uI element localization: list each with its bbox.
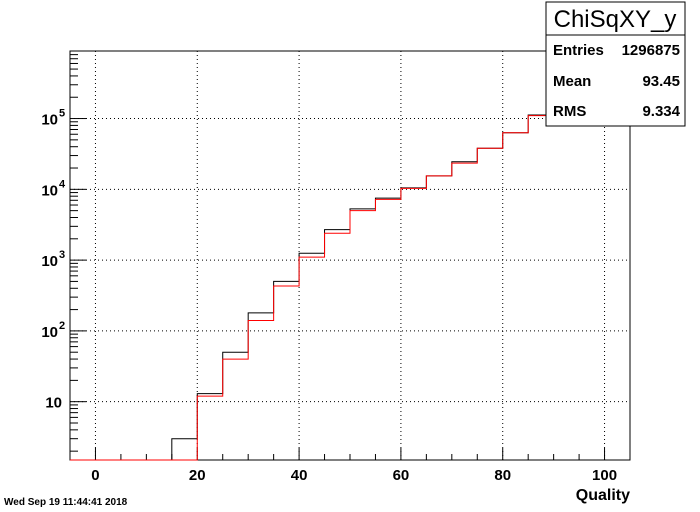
x-tick-label: 20 [189,467,206,484]
x-tick-label: 40 [291,467,308,484]
stats-mean-value: 93.45 [642,73,680,90]
timestamp: Wed Sep 19 11:44:41 2018 [4,497,128,508]
stats-entries-value: 1296875 [622,42,680,59]
histogram-series-red [70,69,630,461]
y-tick-label: 10 [41,182,58,199]
y-tick-label-exponent: 4 [59,178,66,190]
stats-box-title: ChiSqXY_y [554,6,677,33]
x-tick-label: 0 [91,467,99,484]
x-tick-label: 100 [592,467,617,484]
y-tick-label: 10 [41,324,58,341]
stats-rms-label: RMS [553,103,586,120]
y-tick-label: 10 [41,112,58,129]
stats-mean-label: Mean [553,73,591,90]
stats-entries-label: Entries [553,42,604,59]
grid-lines [70,51,630,460]
x-tick-label: 80 [494,467,511,484]
x-axis-title: Quality [576,487,630,504]
y-tick-label-exponent: 2 [59,320,65,332]
y-tick-label: 10 [45,395,62,412]
y-tick-label-exponent: 3 [59,249,65,261]
x-tick-label: 60 [393,467,410,484]
stats-box: ChiSqXY_y Entries 1296875 Mean 93.45 RMS… [545,1,686,127]
histogram-series [70,69,630,461]
y-tick-label: 10 [41,253,58,270]
stats-box-frame [545,1,686,127]
y-tick-label-exponent: 5 [59,108,65,120]
stats-rms-value: 9.334 [642,103,680,120]
axis-ticks [70,50,631,460]
